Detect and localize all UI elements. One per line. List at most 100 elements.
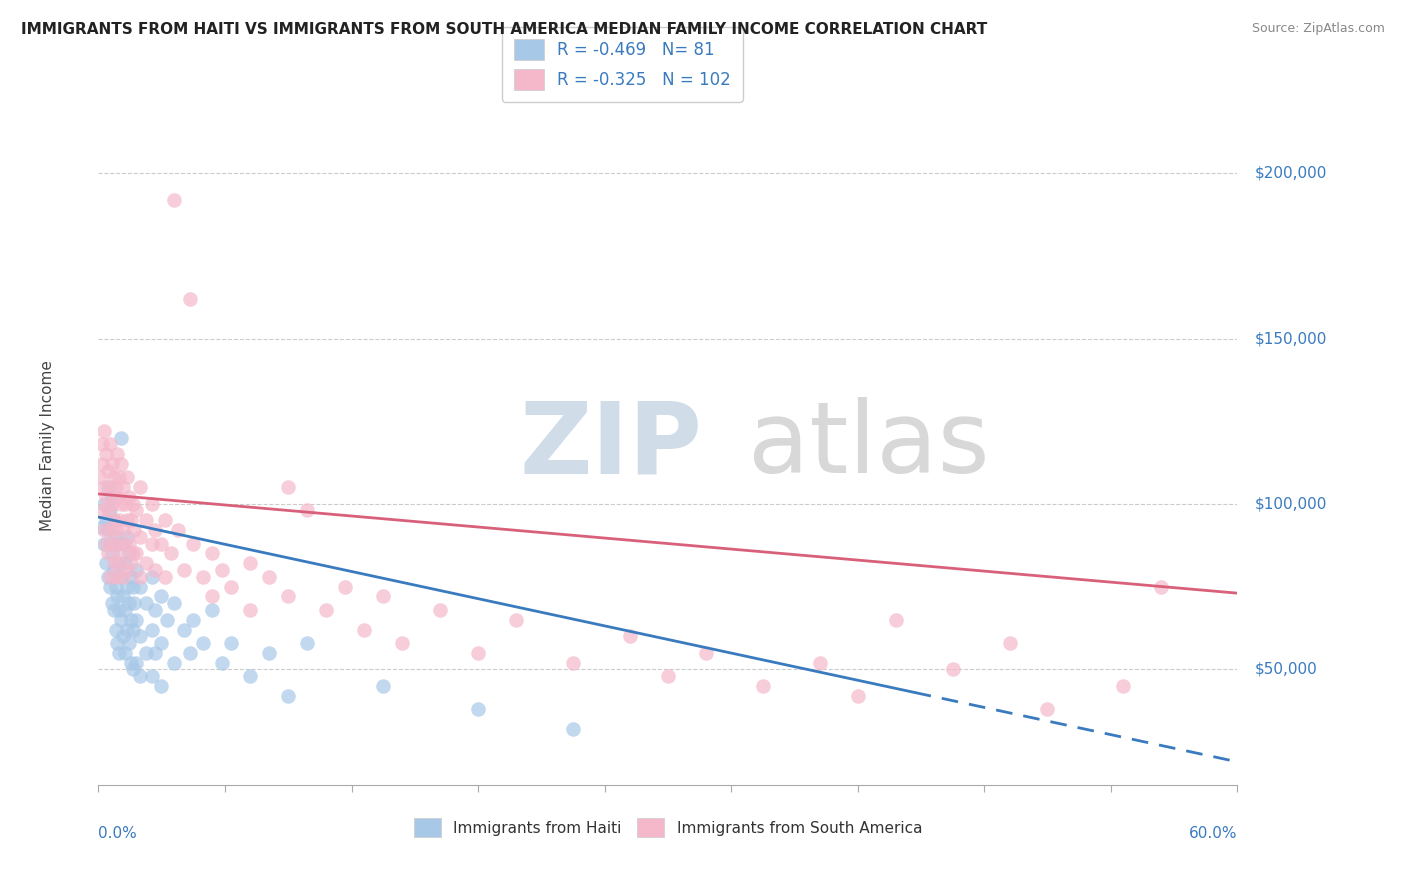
Point <box>145 563 167 577</box>
Point <box>125 546 148 560</box>
Point <box>103 513 125 527</box>
Point <box>259 569 281 583</box>
Point <box>141 623 163 637</box>
Point <box>110 457 132 471</box>
Point <box>94 557 117 571</box>
Point <box>100 546 122 560</box>
Point <box>221 580 243 594</box>
Point <box>114 497 136 511</box>
Point <box>114 557 136 571</box>
Point <box>183 536 205 550</box>
Point <box>98 480 121 494</box>
Point <box>112 524 135 538</box>
Point <box>91 437 114 451</box>
Point <box>114 603 136 617</box>
Point <box>108 646 131 660</box>
Point <box>112 629 135 643</box>
Point <box>150 636 173 650</box>
Point <box>150 679 173 693</box>
Point <box>315 603 337 617</box>
Point <box>100 490 122 504</box>
Point <box>183 613 205 627</box>
Point <box>695 646 717 660</box>
Point <box>121 662 143 676</box>
Point <box>121 497 143 511</box>
Point <box>221 636 243 650</box>
Point <box>297 503 319 517</box>
Point <box>115 580 138 594</box>
Point <box>120 613 142 627</box>
Point <box>93 424 115 438</box>
Point <box>120 569 142 583</box>
Point <box>277 689 299 703</box>
Point <box>657 669 679 683</box>
Point <box>120 513 142 527</box>
Point <box>179 646 201 660</box>
Point <box>259 646 281 660</box>
Point <box>120 557 142 571</box>
Point <box>129 669 152 683</box>
Point <box>103 470 125 484</box>
Point <box>97 480 120 494</box>
Point <box>125 503 148 517</box>
Point <box>211 656 233 670</box>
Point <box>93 497 115 511</box>
Point <box>135 646 157 660</box>
Point <box>201 590 224 604</box>
Point <box>104 480 127 494</box>
Text: $150,000: $150,000 <box>1254 331 1327 346</box>
Point <box>1036 702 1059 716</box>
Point <box>104 569 127 583</box>
Point <box>97 524 120 538</box>
Point <box>1150 580 1173 594</box>
Point <box>145 603 167 617</box>
Point <box>562 722 585 736</box>
Point <box>505 613 527 627</box>
Point <box>108 557 131 571</box>
Point <box>108 603 131 617</box>
Point <box>97 569 120 583</box>
Point <box>942 662 965 676</box>
Point <box>91 457 114 471</box>
Point <box>1112 679 1135 693</box>
Text: $50,000: $50,000 <box>1254 662 1317 677</box>
Point <box>124 524 146 538</box>
Point <box>353 623 375 637</box>
Point <box>167 524 190 538</box>
Point <box>391 636 413 650</box>
Point <box>91 520 114 534</box>
Point <box>467 702 489 716</box>
Point <box>239 557 262 571</box>
Point <box>115 563 138 577</box>
Point <box>103 603 125 617</box>
Point <box>100 536 122 550</box>
Text: ZIP: ZIP <box>520 398 703 494</box>
Point <box>135 513 157 527</box>
Point <box>115 513 138 527</box>
Point <box>98 536 121 550</box>
Point <box>121 580 143 594</box>
Point <box>141 536 163 550</box>
Point <box>135 557 157 571</box>
Point <box>107 590 129 604</box>
Point <box>125 613 148 627</box>
Point <box>998 636 1021 650</box>
Point <box>97 503 120 517</box>
Point <box>371 679 394 693</box>
Point <box>211 563 233 577</box>
Point <box>98 580 121 594</box>
Point <box>115 470 138 484</box>
Point <box>163 656 186 670</box>
Point <box>173 623 195 637</box>
Point <box>121 546 143 560</box>
Point <box>150 536 173 550</box>
Point <box>239 603 262 617</box>
Point <box>371 590 394 604</box>
Point <box>141 669 163 683</box>
Point <box>89 470 111 484</box>
Point <box>467 646 489 660</box>
Point <box>156 613 179 627</box>
Text: 0.0%: 0.0% <box>98 826 138 840</box>
Point <box>100 497 122 511</box>
Text: atlas: atlas <box>748 398 990 494</box>
